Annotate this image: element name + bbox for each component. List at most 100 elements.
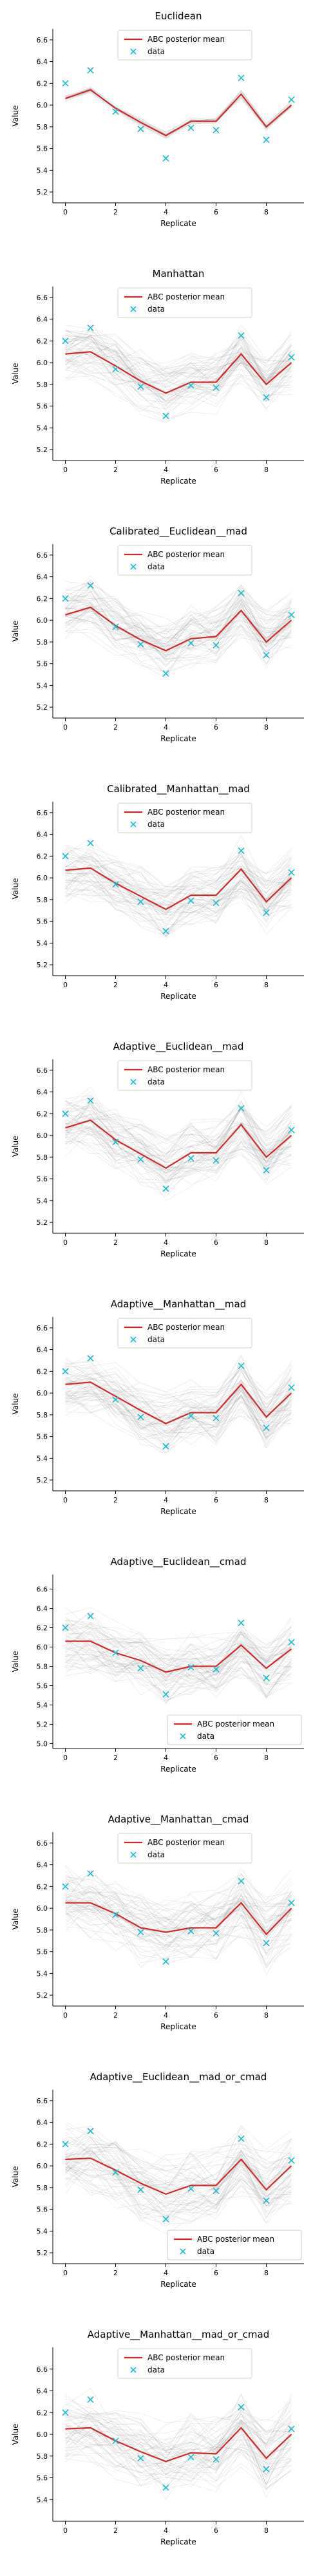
posterior-sample-line <box>65 1870 292 1921</box>
posterior-sample-line <box>65 2438 292 2498</box>
posterior-sample-line <box>65 1354 292 1401</box>
y-tick-label: 5.4 <box>37 2227 48 2235</box>
posterior-sample-line <box>65 2409 292 2448</box>
data-point-stroke <box>162 2484 169 2491</box>
legend: ABC posterior mean data <box>117 30 252 61</box>
y-tick-label: 5.2 <box>37 1476 48 1484</box>
posterior-sample-line <box>65 1889 292 1929</box>
posterior-sample-line <box>65 1102 292 1159</box>
data-point-stroke <box>187 897 194 904</box>
posterior-sample-line <box>65 1641 292 1685</box>
data-point <box>263 2465 270 2473</box>
posterior-samples <box>65 319 292 423</box>
data-point-stroke <box>137 641 144 648</box>
y-tick-label: 6.0 <box>37 101 48 109</box>
posterior-sample-line <box>65 1633 292 1685</box>
posterior-sample-line <box>65 326 292 384</box>
posterior-sample-line <box>65 330 292 374</box>
posterior-sample-line <box>65 1895 292 1949</box>
posterior-sample-line <box>65 365 292 423</box>
y-tick-label: 5.6 <box>37 1948 48 1956</box>
data-point-stroke <box>137 1156 144 1163</box>
posterior-sample-line <box>65 357 292 419</box>
posterior-sample-line <box>65 1361 292 1419</box>
x-axis-label: Replicate <box>160 2022 196 2031</box>
x-tick-label: 6 <box>214 723 218 732</box>
posterior-sample-line <box>65 2430 292 2488</box>
posterior-sample-line <box>65 1634 292 1682</box>
posterior-sample-line <box>65 846 292 895</box>
posterior-sample-line <box>65 1104 292 1166</box>
chart-title: Adaptive__Euclidean__cmad <box>111 1556 247 1568</box>
data-point <box>137 1156 144 1163</box>
posterior-sample-line <box>65 357 292 415</box>
posterior-sample-line <box>65 582 292 635</box>
posterior-sample-line <box>65 1879 292 1932</box>
posterior-sample-line <box>65 1120 292 1172</box>
y-tick-label: 5.8 <box>37 2184 48 2192</box>
x-tick-label: 4 <box>164 466 168 474</box>
posterior-sample-line <box>65 581 292 649</box>
data-point <box>112 2438 119 2445</box>
data-point-stroke <box>162 2215 169 2222</box>
posterior-sample-line <box>65 1647 292 1701</box>
data-point-stroke <box>213 126 220 134</box>
posterior-sample-line <box>65 1869 292 1922</box>
posterior-sample-line <box>65 2177 292 2235</box>
posterior-sample-line <box>65 1897 292 1944</box>
y-tick-label: 5.2 <box>37 2249 48 2257</box>
posterior-sample-line <box>65 1387 292 1444</box>
posterior-sample-line <box>65 2413 292 2471</box>
x-tick-label: 8 <box>264 2269 269 2277</box>
y-axis-label: Value <box>11 1394 20 1415</box>
data-point-stroke <box>213 384 220 392</box>
posterior-mean-line <box>65 1902 292 1936</box>
x-axis-label: Replicate <box>160 1507 196 1516</box>
y-tick-label: 5.2 <box>37 703 48 712</box>
data-point <box>187 897 194 904</box>
x-axis-label: Replicate <box>160 1249 196 1258</box>
posterior-sample-line <box>65 2430 292 2486</box>
data-point-stroke <box>62 1110 69 1117</box>
legend-label-posterior: ABC posterior mean <box>147 1065 225 1074</box>
legend-box <box>117 1318 252 1349</box>
y-tick-label: 5.4 <box>37 1701 48 1710</box>
data-point-stroke <box>112 1911 119 1918</box>
posterior-mean-line <box>65 867 292 911</box>
posterior-sample-line <box>65 585 292 634</box>
posterior-sample-line <box>65 880 292 927</box>
data-point <box>62 595 69 602</box>
posterior-sample-line <box>65 1877 292 1939</box>
posterior-sample-line <box>65 1385 292 1445</box>
data-point-stroke <box>112 366 119 373</box>
data-point-stroke <box>288 2425 295 2432</box>
posterior-sample-line <box>65 607 292 664</box>
data-point <box>112 108 119 115</box>
data-point-stroke <box>87 582 94 589</box>
posterior-sample-line <box>65 2126 292 2191</box>
legend-marker-swatch <box>130 1079 137 1085</box>
data-point-stroke <box>187 1663 194 1671</box>
posterior-sample-line <box>65 1893 292 1954</box>
data-point-stroke <box>288 354 295 361</box>
legend-label-data: data <box>147 305 165 314</box>
posterior-sample-line <box>65 1396 292 1444</box>
x-tick-label: 8 <box>264 1496 269 1504</box>
posterior-sample-line <box>65 1895 292 1940</box>
posterior-sample-line <box>65 1100 292 1150</box>
posterior-sample-line <box>65 1631 292 1681</box>
data-point <box>87 1870 94 1877</box>
data-point-stroke <box>238 2403 245 2410</box>
posterior-sample-line <box>65 1097 292 1163</box>
posterior-sample-line <box>65 1130 292 1193</box>
data-point <box>263 909 270 916</box>
posterior-sample-line <box>65 1885 292 1941</box>
data-point-stroke <box>288 1638 295 1646</box>
data-point <box>187 1927 194 1935</box>
posterior-sample-line <box>65 2121 292 2190</box>
y-tick-label: 6.2 <box>37 337 48 345</box>
posterior-sample-line <box>65 878 292 936</box>
posterior-sample-line <box>65 855 292 911</box>
y-axis-label: Value <box>11 1909 20 1930</box>
posterior-sample-line <box>65 1383 292 1427</box>
